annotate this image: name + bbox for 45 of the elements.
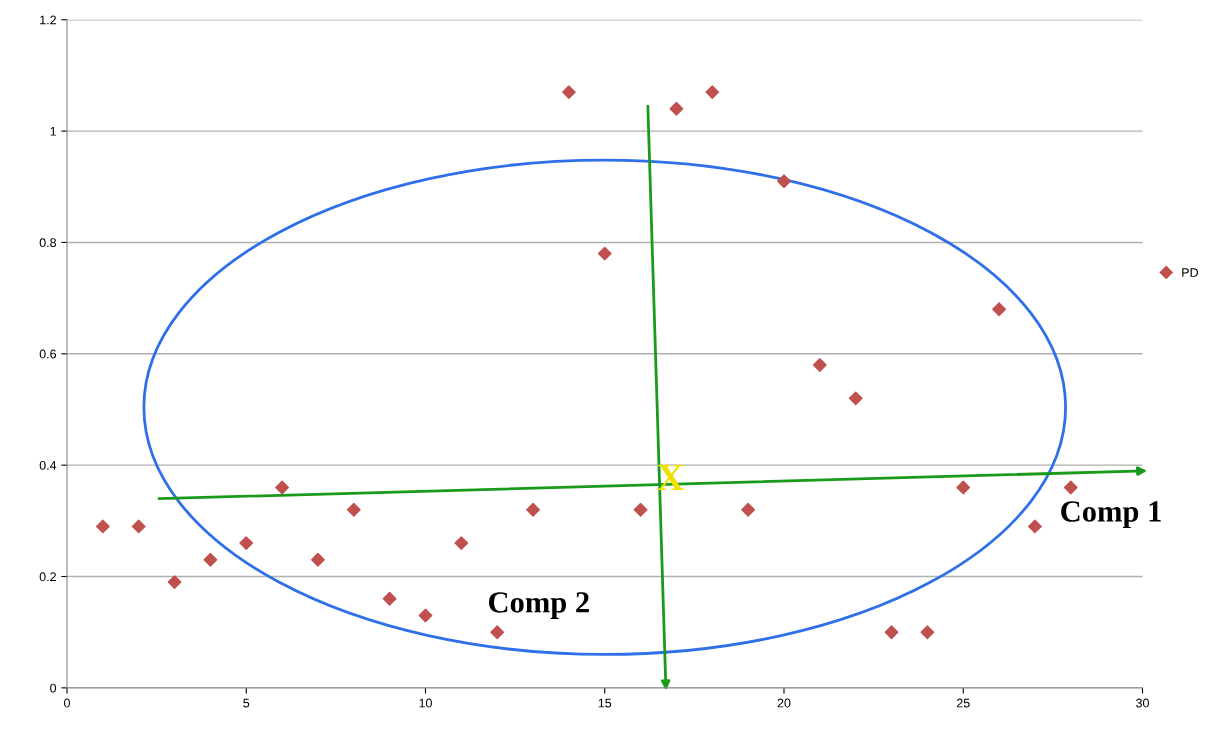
point: [561, 85, 576, 100]
point: [203, 552, 218, 567]
point: [275, 480, 289, 495]
point: [812, 358, 827, 372]
point: [848, 391, 863, 406]
annotation: Comp 1: [1061, 501, 1161, 529]
y-tick-label: 0.2: [39, 572, 56, 582]
point: [454, 536, 469, 551]
point: [526, 502, 540, 517]
point: [633, 502, 648, 517]
point: [597, 246, 612, 261]
point: [490, 625, 505, 640]
y-tick-label: 0.6: [39, 349, 57, 359]
point: [418, 608, 433, 623]
point: [777, 174, 791, 189]
point: [669, 101, 684, 116]
point: [956, 480, 971, 495]
x-tick-label: 10: [419, 698, 432, 708]
x-tick-label: 15: [598, 698, 612, 708]
x-tick-label: 30: [1136, 698, 1149, 708]
y-tick-label: 0.8: [39, 238, 57, 248]
point: [346, 502, 361, 517]
y-tick-label: 0.4: [39, 460, 57, 470]
point: [95, 519, 110, 534]
point: [382, 591, 397, 606]
point: [884, 625, 899, 640]
point: [167, 575, 182, 589]
y-tick-label: 0: [50, 683, 57, 693]
x-tick-label: 5: [243, 698, 250, 708]
annotation: Comp 2: [489, 592, 589, 619]
point: [705, 85, 720, 100]
point: [920, 625, 935, 640]
x-tick-label: 0: [64, 698, 70, 708]
point: [131, 519, 146, 534]
point: [741, 502, 756, 517]
point: [1028, 519, 1042, 534]
y-tick-label: 1.2: [40, 15, 56, 25]
point: [992, 302, 1006, 317]
point: [239, 536, 254, 551]
x-tick-label: 20: [777, 698, 791, 708]
x-tick-label: 25: [956, 698, 970, 708]
y-tick-label: 1: [50, 127, 56, 136]
legend-label: PD: [1182, 268, 1198, 277]
point: [311, 552, 325, 567]
point: [1063, 480, 1078, 495]
